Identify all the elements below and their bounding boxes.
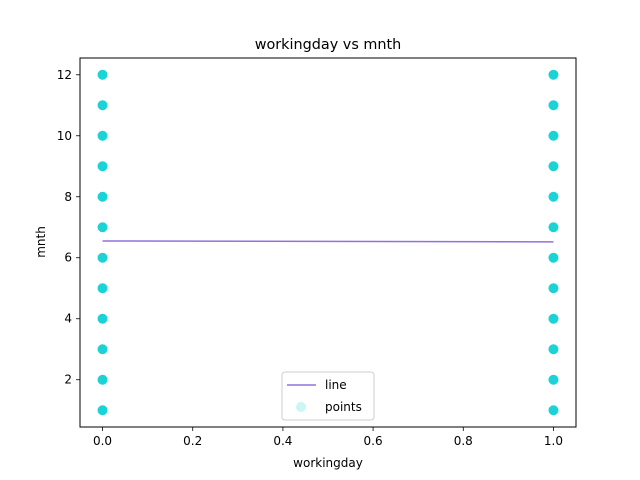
y-tick-label: 10 (57, 129, 72, 143)
scatter-point (97, 130, 108, 141)
y-tick-label: 8 (64, 190, 72, 204)
scatter-point (97, 374, 108, 385)
plot-marks (97, 69, 559, 416)
scatter-point (97, 344, 108, 355)
legend: line points (281, 371, 375, 421)
scatter-point (548, 100, 559, 111)
y-tick-label: 6 (64, 251, 72, 265)
scatter-point (97, 100, 108, 111)
x-tick-label: 1.0 (544, 434, 563, 448)
scatter-point (548, 161, 559, 172)
x-axis-ticks: 0.0 0.2 0.4 0.6 0.8 1.0 (93, 427, 563, 448)
scatter-point (548, 130, 559, 141)
chart-title: workingday vs mnth (255, 37, 402, 53)
legend-points-swatch (296, 402, 306, 412)
scatter-point (97, 191, 108, 202)
x-axis-label: workingday (293, 456, 363, 470)
x-tick-label: 0.2 (183, 434, 202, 448)
scatter-point (97, 161, 108, 172)
y-axis-ticks: 2 4 6 8 10 12 (57, 68, 80, 387)
scatter-point (548, 344, 559, 355)
scatter-point (97, 222, 108, 233)
scatter-point (548, 405, 559, 416)
scatter-point (548, 374, 559, 385)
x-tick-label: 0.6 (364, 434, 383, 448)
y-tick-label: 4 (64, 312, 72, 326)
y-axis-label: mnth (34, 226, 48, 258)
plot-frame (79, 57, 577, 428)
scatter-point (97, 69, 108, 80)
legend-label-points: points (325, 400, 362, 414)
scatter-point (548, 222, 559, 233)
scatter-point (548, 191, 559, 202)
y-tick-label: 12 (57, 68, 72, 82)
x-tick-label: 0.8 (454, 434, 473, 448)
legend-label-line: line (325, 378, 347, 392)
scatter-point (548, 283, 559, 294)
scatter-point (548, 69, 559, 80)
scatter-point (97, 283, 108, 294)
legend-box (281, 371, 375, 421)
x-tick-label: 0.4 (273, 434, 292, 448)
x-tick-label: 0.0 (93, 434, 112, 448)
scatter-point (97, 405, 108, 416)
scatter-point (97, 313, 108, 324)
scatter-point (548, 313, 559, 324)
fit-line (102, 240, 554, 243)
scatter-point (548, 252, 559, 263)
y-tick-label: 2 (64, 373, 72, 387)
scatter-point (97, 252, 108, 263)
